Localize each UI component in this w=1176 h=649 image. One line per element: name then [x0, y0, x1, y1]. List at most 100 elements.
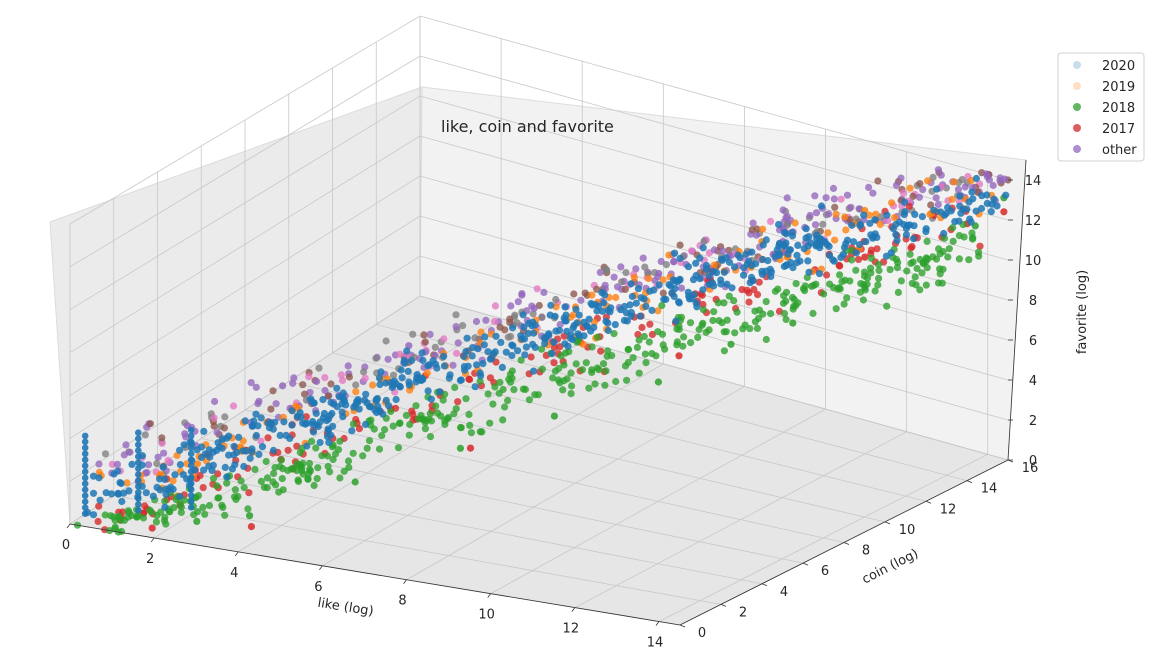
point-2018 [848, 256, 856, 264]
point-2020 [398, 374, 406, 382]
point-2020 [759, 241, 767, 249]
point-2020 [117, 479, 125, 488]
point-2020 [176, 446, 184, 454]
point-2020 [481, 333, 489, 341]
point-2020 [569, 324, 577, 332]
point-2020 [382, 396, 390, 404]
point-2018 [874, 260, 883, 269]
point-2018 [296, 448, 304, 457]
point-2018 [753, 324, 762, 332]
point-2018 [720, 299, 728, 307]
point-2018 [237, 477, 245, 485]
point-other [822, 194, 830, 202]
point-2020 [940, 229, 948, 238]
point-2020 [171, 471, 179, 479]
z-tick-label: 6 [1029, 334, 1037, 349]
point-2020 [804, 242, 812, 250]
point-2020 [627, 280, 635, 288]
point-2019 [710, 261, 718, 269]
point-other [143, 469, 151, 477]
point-2020 [843, 236, 852, 244]
point-2020 [965, 198, 973, 206]
point-other [449, 361, 457, 369]
point-other [421, 338, 429, 346]
point-2017 [905, 202, 913, 210]
point-other [158, 439, 166, 447]
point-2017 [648, 330, 657, 339]
point-other [389, 371, 398, 379]
point-2020 [187, 456, 195, 464]
point-2020 [457, 376, 465, 384]
point-2020 [587, 299, 595, 308]
point-2020 [392, 395, 400, 404]
point-other [518, 290, 526, 298]
point-2018 [308, 437, 316, 445]
point-other [345, 373, 353, 381]
point-2020 [377, 368, 385, 376]
point-other [819, 220, 827, 228]
point-2017 [753, 291, 762, 299]
x-tick-label: 2 [146, 552, 154, 567]
point-2018 [365, 437, 374, 445]
point-2020 [135, 429, 142, 437]
x-tick [655, 621, 660, 626]
z-tick-label: 14 [1025, 174, 1042, 189]
point-other [632, 265, 640, 273]
point-2020 [491, 348, 499, 356]
point-2020 [852, 249, 860, 257]
point-2020 [293, 412, 301, 420]
point-2018 [567, 369, 575, 377]
y-tick [884, 521, 891, 525]
point-other [431, 343, 439, 351]
point-2020 [230, 442, 238, 450]
point-2018 [909, 258, 917, 266]
point-2018 [456, 444, 464, 452]
point-2020 [463, 334, 471, 342]
point-2018 [262, 457, 270, 466]
point-2018 [916, 255, 924, 264]
point-other [269, 387, 277, 395]
point-2020 [780, 262, 788, 271]
point-2018 [608, 352, 616, 360]
legend-label-2019: 2019 [1102, 80, 1135, 95]
point-2020 [634, 285, 643, 293]
point-2020 [135, 465, 142, 472]
point-2020 [514, 347, 522, 355]
point-other [552, 295, 560, 304]
point-other [321, 386, 329, 395]
point-2018 [378, 432, 386, 440]
point-2018 [405, 431, 413, 439]
point-2020 [782, 230, 790, 238]
point-2020 [252, 410, 260, 418]
point-2020 [530, 367, 538, 375]
point-other [830, 195, 838, 203]
point-2018 [251, 465, 259, 473]
point-2020 [748, 262, 756, 270]
point-2020 [208, 466, 216, 475]
point-2020 [325, 438, 333, 446]
point-2020 [419, 356, 427, 364]
point-2018 [922, 254, 930, 262]
point-2020 [135, 459, 142, 466]
point-2020 [474, 345, 482, 353]
point-2020 [427, 395, 435, 403]
point-2020 [498, 363, 506, 371]
point-other [916, 180, 924, 188]
point-2018 [240, 484, 248, 492]
point-2019 [630, 273, 639, 282]
y-tick [925, 500, 932, 504]
point-2018 [508, 367, 516, 375]
point-other [753, 225, 761, 233]
point-2020 [180, 441, 188, 449]
point-2018 [727, 340, 735, 348]
point-2017 [873, 245, 881, 253]
point-2020 [794, 241, 802, 249]
point-2020 [655, 281, 663, 289]
point-2020 [699, 244, 707, 252]
point-2020 [548, 350, 556, 358]
point-2019 [842, 226, 850, 234]
point-2020 [362, 420, 370, 428]
point-2018 [312, 444, 320, 452]
point-2020 [742, 250, 750, 258]
point-2020 [705, 272, 713, 280]
